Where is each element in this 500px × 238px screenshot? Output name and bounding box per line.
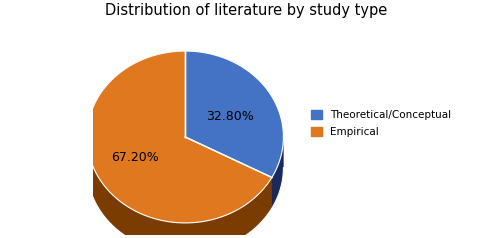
Legend: Theoretical/Conceptual, Empirical: Theoretical/Conceptual, Empirical — [307, 106, 456, 141]
Polygon shape — [87, 139, 272, 238]
Polygon shape — [185, 51, 284, 178]
Text: 67.20%: 67.20% — [112, 151, 159, 164]
Polygon shape — [272, 137, 283, 208]
Polygon shape — [185, 137, 272, 208]
Polygon shape — [87, 137, 284, 238]
Text: 32.80%: 32.80% — [206, 110, 254, 123]
Polygon shape — [87, 51, 272, 223]
Title: Distribution of literature by study type: Distribution of literature by study type — [106, 3, 388, 18]
Polygon shape — [185, 137, 272, 208]
